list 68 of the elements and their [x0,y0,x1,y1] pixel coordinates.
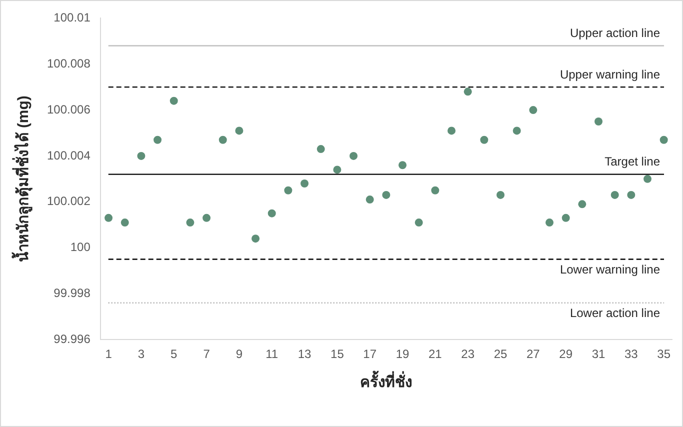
ref-line-label: Target line [604,154,660,169]
point [578,200,586,208]
point [350,152,358,160]
x-tick-label: 29 [559,347,573,362]
ref-line-label: Upper warning line [560,67,660,82]
point [218,136,227,144]
x-tick-label: 7 [203,347,210,362]
point [448,126,456,135]
point [627,190,636,199]
point [644,174,652,183]
x-tick-label: 11 [266,347,278,362]
x-tick-label: 19 [396,347,410,362]
y-tick-label: 100.01 [54,10,91,25]
x-tick-label: 31 [592,347,606,362]
point [120,218,129,227]
y-tick-label: 100.008 [46,56,91,70]
x-tick-label: 25 [494,347,508,362]
point [594,118,603,126]
x-tick-label: 17 [363,347,377,362]
point [235,126,244,135]
x-tick-label: 35 [657,347,671,362]
point [382,190,390,199]
x-axis-title: ครั้งที่ชั่ง [360,370,412,392]
x-tick-label: 3 [138,347,145,362]
point [252,234,260,243]
point [333,166,342,174]
x-tick-label: 15 [330,347,344,362]
y-tick-label: 99.998 [54,286,91,300]
point [268,209,276,218]
point [512,126,521,135]
point [610,190,619,199]
ref-line-label: Lower action line [570,306,660,320]
point [464,88,472,96]
point [284,186,292,194]
x-tick-label: 9 [236,347,243,362]
x-tick-label: 33 [624,347,638,362]
point [170,96,178,105]
ref-line-label: Lower warning line [560,262,660,277]
y-tick-label: 100.002 [46,194,91,208]
y-tick-label: 99.996 [54,332,91,346]
point [202,214,211,222]
y-tick-label: 100 [70,240,91,254]
point [431,186,440,194]
point [366,196,374,204]
point [414,218,423,227]
ref-line-label: Upper action line [570,26,660,40]
y-tick-label: 100.004 [46,148,91,162]
point [154,136,162,144]
point [300,179,309,188]
point [529,106,538,114]
y-tick-label: 100.006 [46,102,91,116]
point [480,136,488,144]
point [137,152,146,160]
point [660,136,668,144]
x-tick-label: 1 [105,347,112,362]
point [562,214,570,222]
x-tick-label: 21 [428,347,442,362]
x-tick-label: 13 [298,347,312,362]
point [398,161,407,170]
x-tick-label: 23 [461,347,475,362]
point [316,145,325,154]
x-tick-label: 27 [526,347,540,362]
point [496,190,505,199]
point [546,218,554,227]
point [186,218,194,227]
point [104,214,113,222]
x-tick-label: 5 [170,347,178,362]
y-axis-title: น้ำหนักลูกตุ้มที่ชั่งได้ (mg) [11,96,34,262]
